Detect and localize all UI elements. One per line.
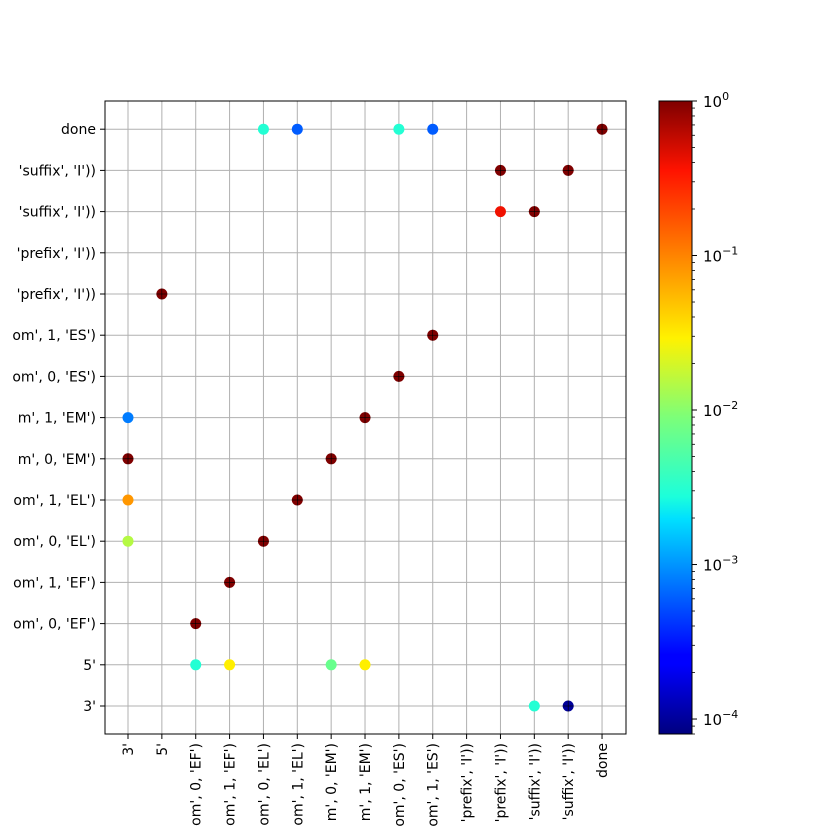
x-tick-label: 3'	[121, 743, 137, 756]
x-tick-label: m', 1, 'EM')	[358, 743, 374, 821]
y-tick-label: 3'	[83, 699, 96, 715]
data-point	[325, 659, 337, 671]
x-tick-label: om', 1, 'EL')	[290, 743, 306, 826]
x-tick-label: 'suffix', 'I'))	[527, 743, 543, 820]
y-tick-label: om', 0, 'EL')	[13, 534, 96, 550]
colorbar-tick-label: 100	[703, 90, 729, 111]
x-tick-label: om', 1, 'ES')	[426, 743, 442, 827]
y-tick-label: 'suffix', 'I'))	[19, 163, 96, 179]
x-tick-label: om', 0, 'ES')	[392, 743, 408, 827]
data-point	[528, 700, 540, 712]
colorbar-tick-label: 10−2	[703, 399, 738, 420]
x-tick-label: om', 0, 'EL')	[256, 743, 272, 826]
x-tick-label: m', 0, 'EM')	[324, 743, 340, 821]
data-point	[359, 659, 371, 671]
data-point	[494, 206, 506, 218]
data-point	[122, 535, 134, 547]
y-tick-label: 'prefix', 'I'))	[17, 246, 96, 262]
data-point	[393, 123, 405, 135]
colorbar-tick-label: 10−1	[703, 245, 738, 266]
y-tick-label: m', 0, 'EM')	[18, 452, 96, 468]
data-point	[122, 412, 134, 424]
x-tick-label: 'prefix', 'I'))	[460, 743, 476, 822]
data-point	[291, 123, 303, 135]
y-tick-label: 'prefix', 'I'))	[17, 287, 96, 303]
y-tick-label: om', 1, 'EL')	[13, 493, 96, 509]
data-point	[190, 659, 202, 671]
y-axis: 3' 5' om', 0, 'EF') om', 1, 'EF') om', 0, 'E…	[12, 122, 105, 715]
y-tick-label: om', 1, 'ES')	[12, 328, 96, 344]
x-tick-label: 5'	[155, 743, 171, 756]
x-tick-label: om', 1, 'EF')	[223, 743, 239, 826]
data-point	[122, 494, 134, 506]
y-tick-label: m', 1, 'EM')	[18, 411, 96, 427]
data-point	[427, 123, 439, 135]
colorbar-gradient	[658, 100, 693, 735]
x-tick-label: done	[595, 743, 611, 778]
data-point	[224, 659, 236, 671]
y-tick-label: done	[61, 122, 96, 138]
y-tick-label: 'suffix', 'I'))	[19, 205, 96, 221]
colorbar-tick-label: 10−4	[703, 708, 738, 729]
x-tick-label: 'prefix', 'I'))	[493, 743, 509, 822]
data-points	[122, 123, 608, 712]
data-point	[257, 123, 269, 135]
colorbar: 10−4 10−3 10−2 10−1 100	[658, 90, 738, 735]
y-tick-label: om', 0, 'ES')	[12, 369, 96, 385]
grid-lines	[105, 101, 626, 734]
colorbar-ticks: 10−4 10−3 10−2 10−1 100	[692, 90, 738, 735]
y-tick-label: om', 0, 'EF')	[13, 617, 96, 633]
y-tick-label: om', 1, 'EF')	[13, 575, 96, 591]
x-tick-label: 'suffix', 'I'))	[561, 743, 577, 820]
colorbar-tick-label: 10−3	[703, 554, 738, 575]
x-tick-label: om', 0, 'EF')	[189, 743, 205, 826]
x-axis: 3' 5' om', 0, 'EF') om', 1, 'EF') om', 0, 'E…	[121, 734, 611, 827]
y-tick-label: 5'	[83, 658, 96, 674]
